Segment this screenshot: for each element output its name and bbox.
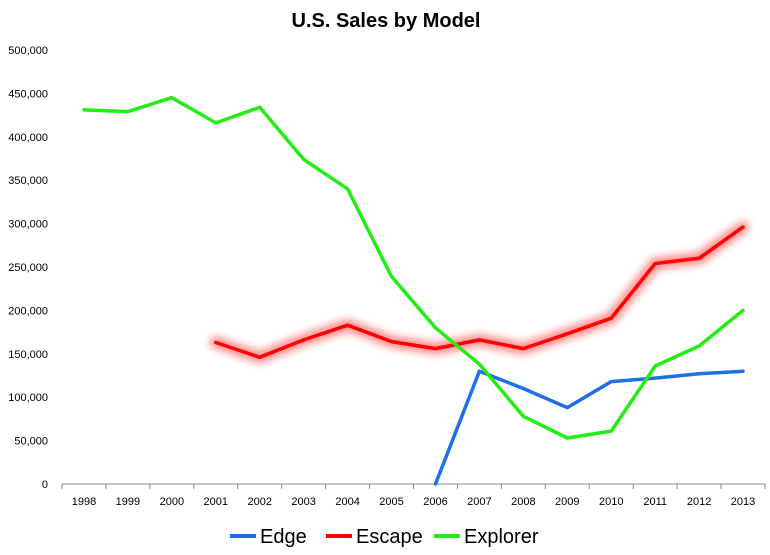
legend-label-escape: Escape <box>356 526 423 548</box>
y-tick-label: 0 <box>42 479 48 491</box>
x-tick-label: 2012 <box>687 496 711 508</box>
x-tick-label: 2009 <box>555 496 579 508</box>
chart-title: U.S. Sales by Model <box>292 10 481 32</box>
axes: 1998 1999 2000 2001 2002 2003 2004 2005 2006 2007… <box>8 45 766 508</box>
x-tick-label: 2011 <box>643 496 667 508</box>
y-tick-label: 400,000 <box>8 132 48 144</box>
y-tick-label: 200,000 <box>8 305 48 317</box>
x-tick-label: 1998 <box>72 496 96 508</box>
x-tick-label: 2001 <box>204 496 228 508</box>
y-tick-label: 250,000 <box>8 262 48 274</box>
x-tick-label: 2010 <box>599 496 623 508</box>
legend-label-edge: Edge <box>260 526 307 548</box>
legend: Edge Escape Explorer <box>230 526 539 548</box>
y-tick-label: 350,000 <box>8 175 48 187</box>
y-tick-label: 450,000 <box>8 88 48 100</box>
x-tick-label: 2000 <box>160 496 184 508</box>
x-tick-label: 2003 <box>291 496 315 508</box>
x-tick-label: 2013 <box>731 496 755 508</box>
x-tick-label: 2007 <box>467 496 491 508</box>
x-tick-label: 2008 <box>511 496 535 508</box>
y-tick-label: 300,000 <box>8 219 48 231</box>
x-tick-label: 2002 <box>247 496 271 508</box>
series-line-explorer <box>82 95 745 440</box>
series-layer <box>82 95 749 486</box>
x-tick-label: 1999 <box>116 496 140 508</box>
y-tick-label: 500,000 <box>8 45 48 57</box>
x-tick-label: 2004 <box>335 496 359 508</box>
legend-label-explorer: Explorer <box>464 526 539 548</box>
series-line-glow-escape <box>209 221 749 364</box>
x-tick-label: 2005 <box>379 496 403 508</box>
y-tick-label: 150,000 <box>8 349 48 361</box>
y-tick-label: 100,000 <box>8 392 48 404</box>
series-line-edge <box>433 369 745 486</box>
series-line-escape <box>214 225 745 360</box>
x-tick-label: 2006 <box>423 496 447 508</box>
y-tick-label: 50,000 <box>14 436 48 448</box>
